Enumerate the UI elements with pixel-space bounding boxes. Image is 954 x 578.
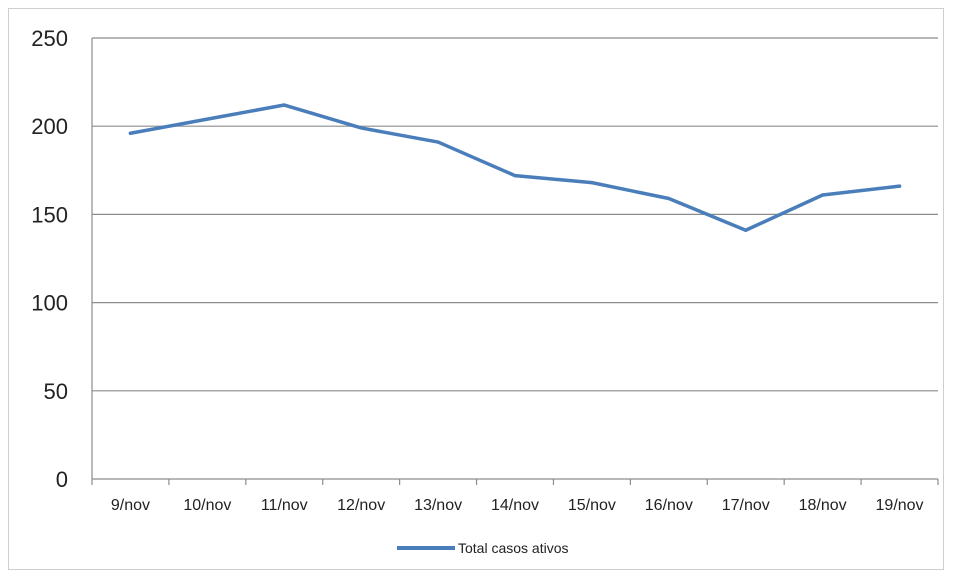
data-point [205,117,209,121]
y-tick-label: 250 [31,26,68,51]
x-axis-ticks: 9/nov 10/nov 11/nov 12/nov 13/nov 14/nov 15/no… [111,497,924,514]
x-tick-label: 11/nov [261,497,308,514]
x-tick-label: 14/nov [491,497,539,514]
data-point [513,173,517,178]
legend: Total casos ativos [397,540,569,556]
data-point [359,126,363,130]
series-layer [128,103,902,233]
legend-label: Total casos ativos [458,540,569,556]
x-tick-label: 16/nov [645,497,693,514]
axes [91,38,939,485]
data-point [436,140,440,144]
data-point [590,181,594,185]
data-point [128,131,133,135]
y-axis-ticks: 0 50 100 150 200 250 [31,26,68,492]
x-tick-label: 17/nov [722,497,770,514]
data-point [282,103,286,107]
data-point [744,228,748,232]
x-tick-label: 12/nov [337,497,385,514]
y-tick-label: 200 [31,114,68,139]
y-tick-label: 150 [31,202,68,227]
data-point [667,196,671,201]
x-tick-label: 15/nov [568,497,616,514]
chart-frame [8,8,944,570]
x-tick-label: 9/nov [111,497,150,514]
data-point [897,184,902,188]
y-tick-label: 0 [56,467,68,492]
x-tick-label: 10/nov [183,497,231,514]
gridlines [92,37,938,392]
data-point [821,193,825,197]
y-tick-label: 100 [31,291,68,316]
series-line [128,103,902,233]
x-tick-label: 18/nov [799,497,847,514]
x-tick-label: 13/nov [414,497,462,514]
y-tick-label: 50 [44,379,68,404]
x-tick-label: 19/nov [876,497,924,514]
